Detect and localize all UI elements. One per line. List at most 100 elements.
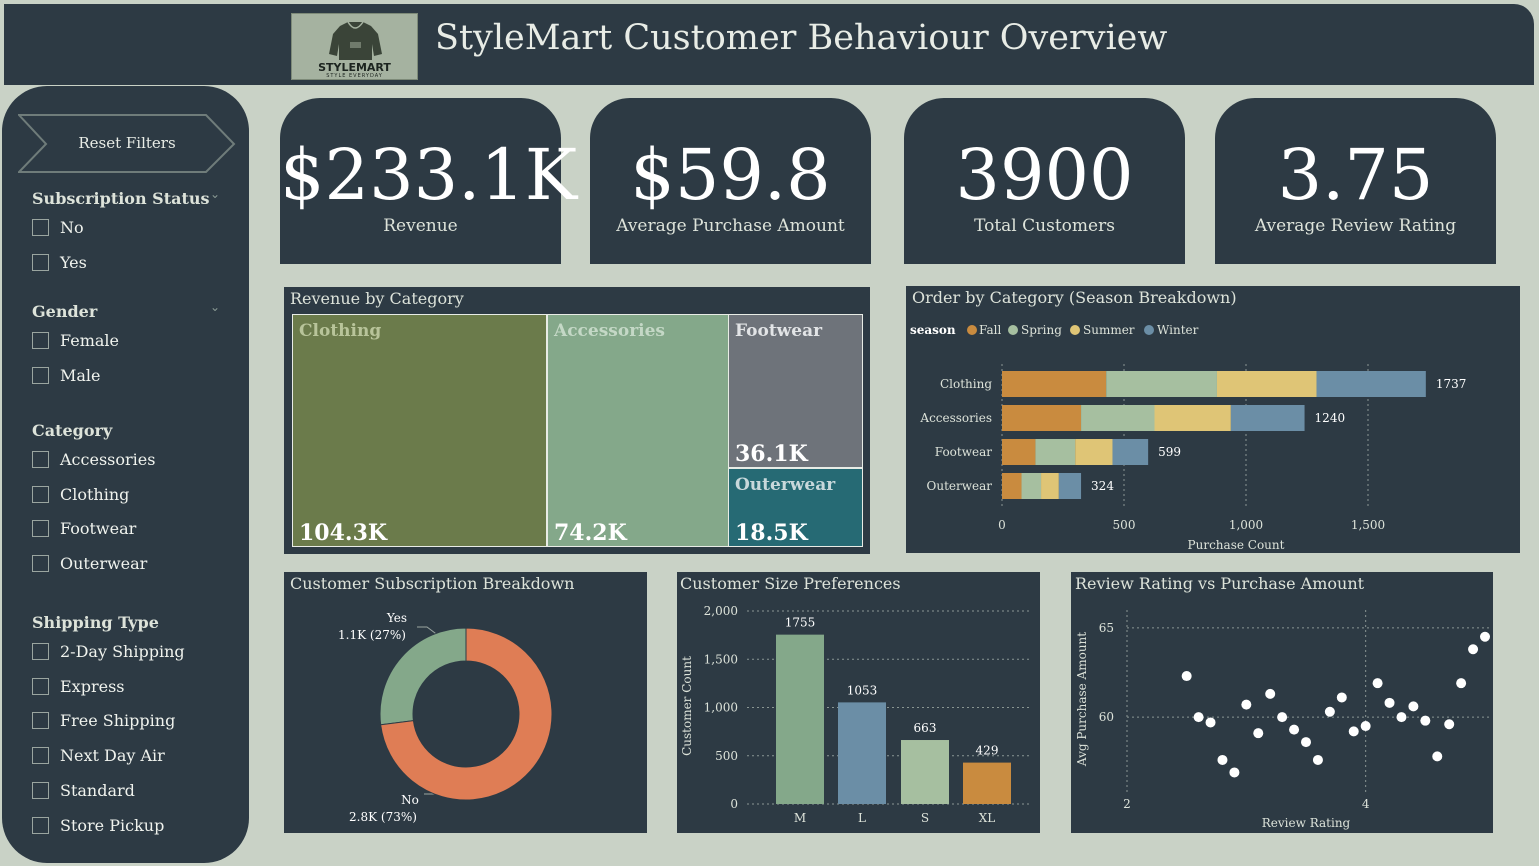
scatter-point [1348,726,1359,737]
checkbox[interactable] [32,711,49,729]
scatter-point [1372,678,1383,689]
dashboard-title: StyleMart Customer Behaviour Overview [435,18,1168,58]
kpi-card-total-customers: 3900 Total Customers [904,98,1185,264]
kpi-card-revenue: $233.1K Revenue [280,98,578,264]
checkbox[interactable] [32,485,49,503]
y-tick-label: 0 [730,797,738,811]
filter-option-express[interactable]: Express [32,675,124,697]
filter-option-free-shipping[interactable]: Free Shipping [32,709,175,731]
filter-option-outerwear[interactable]: Outerwear [32,552,147,574]
bar-segment-spring [1021,473,1042,499]
x-axis-title: Purchase Count [1188,538,1285,552]
scatter-point [1420,715,1431,726]
checkbox[interactable] [32,218,49,236]
gender-filter-title: Gender [32,302,98,321]
checkbox[interactable] [32,677,49,695]
legend-title: season [910,323,956,337]
y-axis-title: Customer Count [680,656,694,756]
scatter-point [1444,719,1455,730]
kpi-value: $59.8 [630,134,831,216]
kpi-card-average-rating: 3.75 Average Review Rating [1215,98,1496,264]
bar-segment-fall [1002,371,1107,397]
kpi-value: $233.1K [280,134,578,216]
tile-label: Accessories [554,321,665,341]
y-category-label: Outerwear [927,479,993,493]
subscription-breakdown-panel: Customer Subscription Breakdown Yes 1.1K… [284,572,647,833]
rating-vs-amount-panel: Review Rating vs Purchase Amount Review … [1071,572,1493,833]
chevron-down-icon[interactable]: ⌄ [210,187,221,201]
reset-filters-button[interactable]: Reset Filters [18,114,236,174]
filter-option-2day-shipping[interactable]: 2-Day Shipping [32,640,185,662]
filter-option-standard[interactable]: Standard [32,779,135,801]
checkbox[interactable] [32,554,49,572]
filter-option-subscription-yes[interactable]: Yes [32,251,87,273]
filter-option-next-day-air[interactable]: Next Day Air [32,744,165,766]
bar-total-label: 599 [1158,445,1181,459]
bar-segment-spring [1081,405,1155,431]
checkbox[interactable] [32,331,49,349]
bar-value-label: 429 [976,744,999,758]
scatter-point [1277,712,1288,723]
kpi-label: Average Review Rating [1254,216,1457,236]
bar-segment-spring [1035,439,1076,465]
filter-option-female[interactable]: Female [32,329,119,351]
panel-title: Order by Category (Season Breakdown) [912,288,1237,307]
panel-title: Customer Subscription Breakdown [290,574,575,593]
donut-label-no-name: No [401,793,419,807]
checkbox[interactable] [32,519,49,537]
checkbox[interactable] [32,366,49,384]
scatter-point [1181,671,1192,682]
filter-option-accessories[interactable]: Accessories [32,448,155,470]
panel-title: Revenue by Category [290,289,464,308]
treemap-tile-footwear[interactable]: Footwear 36.1K [728,314,863,468]
size-bar-chart: Customer Count 0 500 1,000 1,500 2,000 1755 M 1… [680,604,1032,825]
shipping-filter-title: Shipping Type [32,613,159,632]
filter-option-subscription-no[interactable]: No [32,216,84,238]
tile-label: Footwear [735,321,823,341]
y-tick-label: 65 [1099,621,1114,635]
logo-wordmark: STYLEMART [318,61,391,74]
filter-option-store-pickup[interactable]: Store Pickup [32,814,164,836]
checkbox[interactable] [32,450,49,468]
kpi-label: Total Customers [974,216,1115,236]
x-tick-label: 500 [1113,518,1136,532]
legend-swatch-spring [1008,325,1018,335]
filter-option-clothing[interactable]: Clothing [32,483,129,505]
checkbox[interactable] [32,746,49,764]
treemap-tile-outerwear[interactable]: Outerwear 18.5K [728,468,863,547]
bar-value-label: 663 [914,721,937,735]
bar-segment-winter [1316,371,1426,397]
bar-segment-fall [1002,473,1022,499]
checkbox[interactable] [32,253,49,271]
bar-segment-spring [1106,371,1217,397]
logo-tagline: STYLE EVERYDAY [326,73,383,79]
bar-value-label: 1755 [785,616,816,630]
scatter-point [1336,692,1347,703]
scatter-point [1217,754,1228,765]
checkbox[interactable] [32,816,49,834]
panel-title: Customer Size Preferences [680,574,901,593]
x-tick-label: M [794,811,806,825]
legend-label-summer: Summer [1083,323,1135,337]
checkbox[interactable] [32,781,49,799]
donut-chart: Yes 1.1K (27%) No 2.8K (73%) [338,611,553,824]
x-tick-label: 4 [1362,797,1370,811]
category-filter-title: Category [32,421,113,440]
chevron-down-icon[interactable]: ⌄ [210,300,221,314]
donut-slice-yes [379,627,467,726]
treemap-tile-clothing[interactable]: Clothing 104.3K [292,314,547,547]
kpi-card-average-purchase: $59.8 Average Purchase Amount [590,98,871,264]
x-tick-label: 0 [998,518,1006,532]
x-tick-label: 2 [1123,797,1131,811]
y-axis-title: Avg Purchase Amount [1075,632,1089,767]
filter-option-male[interactable]: Male [32,364,101,386]
treemap-tile-accessories[interactable]: Accessories 74.2K [547,314,729,547]
filter-option-footwear[interactable]: Footwear [32,517,136,539]
bar-l [838,702,886,804]
scatter-point [1265,688,1276,699]
scatter-point [1205,717,1216,728]
checkbox[interactable] [32,642,49,660]
kpi-label: Revenue [383,216,458,236]
scatter-point [1301,737,1311,748]
stacked-bar-chart: season Fall Spring Summer Winter Purchas… [910,323,1466,552]
